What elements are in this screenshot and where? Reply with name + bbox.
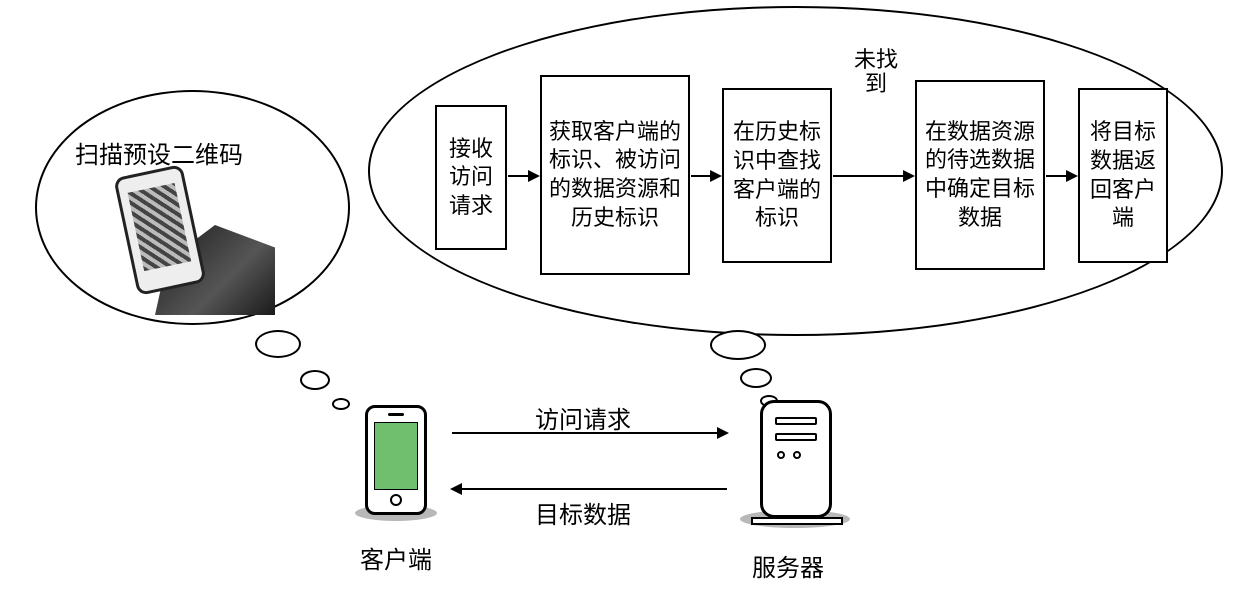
arrow-1-2 xyxy=(508,175,538,177)
left-bubble-trail-3 xyxy=(332,398,350,410)
left-bubble-trail-1 xyxy=(255,330,301,358)
client-label: 客户端 xyxy=(360,540,432,575)
server-label: 服务器 xyxy=(752,548,824,583)
proc-box-3: 在历史标识中查找客户端的标识 xyxy=(722,88,832,263)
server-icon xyxy=(760,400,832,518)
client-phone-icon xyxy=(365,405,427,515)
proc-box-4: 在数据资源的待选数据中确定目标数据 xyxy=(915,80,1045,270)
response-arrow xyxy=(452,488,727,490)
proc-box-1: 接收访问请求 xyxy=(435,105,507,250)
proc-box-5-text: 将目标数据返回客户端 xyxy=(1084,118,1162,232)
arrow-3-4-label: 未找到 xyxy=(852,48,900,96)
right-bubble-trail-2 xyxy=(740,368,772,388)
right-bubble-trail-1 xyxy=(710,330,766,360)
arrow-2-3 xyxy=(691,175,720,177)
response-arrow-label: 目标数据 xyxy=(535,495,631,530)
request-arrow-label: 访问请求 xyxy=(535,400,631,435)
proc-box-4-text: 在数据资源的待选数据中确定目标数据 xyxy=(921,118,1039,232)
proc-box-5: 将目标数据返回客户端 xyxy=(1078,88,1168,263)
proc-box-2-text: 获取客户端的标识、被访问的数据资源和历史标识 xyxy=(546,118,684,232)
proc-box-2: 获取客户端的标识、被访问的数据资源和历史标识 xyxy=(540,75,690,275)
left-bubble-trail-2 xyxy=(300,370,330,390)
proc-box-1-text: 接收访问请求 xyxy=(441,135,501,221)
arrow-3-4 xyxy=(833,175,913,177)
proc-box-3-text: 在历史标识中查找客户端的标识 xyxy=(728,118,826,232)
arrow-4-5 xyxy=(1046,175,1076,177)
qr-scan-illustration xyxy=(105,165,275,315)
